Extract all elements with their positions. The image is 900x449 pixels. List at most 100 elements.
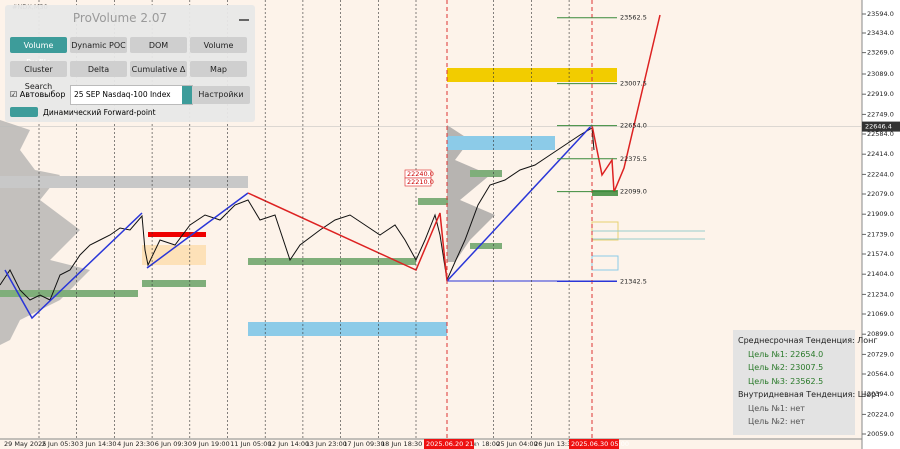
trend-line [446, 124, 593, 282]
tool-button[interactable]: Volume Profile [10, 37, 67, 67]
price-label: 22919.0 [867, 90, 894, 98]
tool-button[interactable]: Map [190, 61, 247, 77]
zone [248, 322, 447, 336]
price-label: 20899.0 [867, 330, 894, 338]
zone [248, 258, 416, 265]
level-label: 22375.5 [620, 155, 647, 163]
price-label: 22414.0 [867, 150, 894, 158]
tool-button[interactable]: Dynamic POC [70, 37, 127, 53]
tool-button[interactable]: Cluster Search [10, 61, 67, 91]
time-label: 11 Jun 05:00 [230, 440, 271, 448]
info-heading: Среднесрочная Тенденция: Лонг [738, 336, 878, 345]
price-label: 23269.0 [867, 49, 894, 57]
time-label: 3 Jun 14:30 [79, 440, 116, 448]
price-label: 20564.0 [867, 370, 894, 378]
price-label: 21404.0 [867, 270, 894, 278]
marker-label: 2025.06.20 21:00 [426, 440, 484, 448]
zone [0, 176, 248, 188]
time-label: 18 Jun 18:30 [381, 440, 422, 448]
current-price-box [862, 121, 900, 132]
marker-box [424, 439, 474, 449]
price-label: 22244.0 [867, 170, 894, 178]
tool-button[interactable]: Cumulative Δ [130, 61, 187, 77]
price-line [0, 127, 595, 301]
price-label: 21909.0 [867, 210, 894, 218]
time-label: 25 Jun 04:00 [496, 440, 537, 448]
volume-profile [447, 125, 495, 262]
label: Автовыбор [19, 90, 66, 99]
zone [447, 68, 617, 82]
current-price: 22646.4 [865, 123, 892, 131]
zone [148, 232, 206, 237]
level-label: 21342.5 [620, 278, 647, 286]
trend-line [247, 192, 448, 282]
time-label: 4 Jun 23:30 [117, 440, 154, 448]
marker-box [569, 439, 619, 449]
marker-label: 2025.06.30 05:00 [571, 440, 629, 448]
price-label: 22079.0 [867, 190, 894, 198]
price-label: 21574.0 [867, 250, 894, 258]
price-label: 20059.0 [867, 430, 894, 438]
info-line: Цель №1: нет [748, 403, 805, 413]
price-label: 21234.0 [867, 290, 894, 298]
price-label: 20729.0 [867, 350, 894, 358]
info-line: Цель №1: 22654.0 [748, 349, 824, 359]
price-label: 20224.0 [867, 410, 894, 418]
tool-button[interactable]: Delta [70, 61, 127, 77]
price-label: 22749.0 [867, 110, 894, 118]
info-heading: Внутридневная Тенденция: Шорт [738, 390, 881, 399]
label: Динамический Forward-point [43, 108, 156, 117]
provolume-panel: ProVolume 2.07 Volume ProfileDynamic POC… [5, 5, 255, 122]
time-label: 12 Jun 14:00 [268, 440, 309, 448]
zone [470, 170, 502, 177]
level-label: 22099.0 [620, 188, 647, 196]
price-label: 21739.0 [867, 230, 894, 238]
forecast-line [591, 14, 661, 193]
tool-button[interactable]: DOM [130, 37, 187, 53]
label-box [404, 177, 432, 187]
trend-line [4, 212, 143, 320]
trend-line [146, 192, 249, 269]
level-label: 23562.5 [620, 14, 647, 22]
time-label: 17 Jun 09:30 [343, 440, 384, 448]
red-label: 22240.0 [407, 170, 434, 178]
zone [418, 198, 448, 205]
zone [591, 255, 619, 271]
settings-button[interactable]: Настройки [192, 86, 250, 104]
instrument-select[interactable]: 25 SEP Nasdaq-100 Index [70, 85, 193, 105]
zone [470, 243, 502, 249]
time-label: 2 Jun 05:30 [42, 440, 79, 448]
time-label: 6 Jun 09:30 [155, 440, 192, 448]
info-line: Цель №3: 23562.5 [748, 376, 824, 386]
time-label: 23 Jun 18:00 [459, 440, 500, 448]
zone [0, 290, 138, 297]
level-label: 22654.0 [620, 122, 647, 130]
price-label: 20394.0 [867, 390, 894, 398]
time-label: 13 Jun 23:00 [306, 440, 347, 448]
price-label: 21069.0 [867, 310, 894, 318]
price-axis-bg [862, 0, 900, 449]
zone [447, 136, 555, 150]
auto-select[interactable]: ☑ Автовыбор [10, 90, 66, 99]
tool-button[interactable]: Volume [190, 37, 247, 53]
minimize[interactable] [239, 19, 249, 21]
time-label: 26 Jun 13:30 [534, 440, 575, 448]
level-label: 23007.5 [620, 80, 647, 88]
label: 25 SEP Nasdaq-100 Index [74, 90, 171, 99]
toggle[interactable] [10, 107, 38, 117]
red-label: 22210.0 [407, 178, 434, 186]
price-label: 23089.0 [867, 70, 894, 78]
price-label: 22584.0 [867, 130, 894, 138]
panel-title: ProVolume 2.07 [72, 11, 168, 25]
info-box: Среднесрочная Тенденция: Лонг Цель №1: 22… [733, 330, 881, 435]
price-label: 23434.0 [867, 29, 894, 37]
price-label: 23594.0 [867, 10, 894, 18]
info-line: Цель №2: 23007.5 [748, 363, 824, 372]
time-label: 29 May 2025 [4, 440, 46, 448]
info-line: Цель №2: нет [748, 417, 805, 426]
zone [592, 190, 618, 196]
time-label: 9 Jun 19:00 [193, 440, 230, 448]
zone [142, 280, 206, 287]
